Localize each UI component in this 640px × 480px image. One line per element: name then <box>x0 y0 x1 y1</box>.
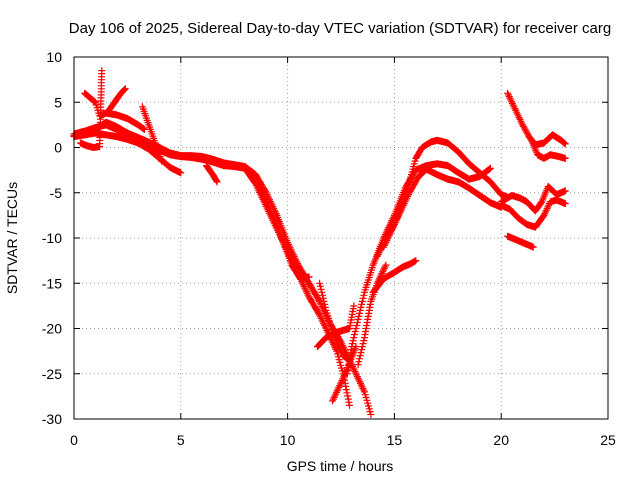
y-tick-label: -15 <box>42 275 62 291</box>
data-series <box>202 162 221 186</box>
data-series <box>380 165 505 251</box>
x-tick-label: 5 <box>177 432 185 448</box>
plus-markers <box>497 182 569 215</box>
data-series <box>497 196 569 231</box>
data-points <box>70 67 569 418</box>
plus-markers <box>104 85 129 115</box>
x-tick-label: 15 <box>387 432 403 448</box>
data-series <box>504 232 537 251</box>
x-axis-label: GPS time / hours <box>287 458 394 474</box>
y-tick-label: 5 <box>54 94 62 110</box>
data-series <box>329 343 360 405</box>
y-tick-label: -30 <box>42 411 62 427</box>
y-tick-label: -10 <box>42 230 62 246</box>
x-tick-label: 10 <box>280 432 296 448</box>
plus-markers <box>497 196 569 231</box>
y-axis-label: SDTVAR / TECUs <box>4 182 20 294</box>
plus-markers <box>138 103 166 165</box>
plus-markers <box>527 135 569 162</box>
data-series <box>70 121 353 409</box>
y-tick-label: 0 <box>54 140 62 156</box>
chart-title: Day 106 of 2025, Sidereal Day-to-day VTE… <box>69 20 611 37</box>
data-series <box>138 103 166 165</box>
plus-markers <box>70 121 353 409</box>
y-tick-label: -5 <box>50 185 63 201</box>
data-series <box>497 182 569 215</box>
plus-markers <box>369 257 420 296</box>
x-tick-label: 20 <box>493 432 509 448</box>
plus-markers <box>254 180 313 283</box>
plus-markers <box>202 162 221 186</box>
plus-markers <box>314 302 358 351</box>
x-tick-label: 0 <box>70 432 78 448</box>
data-series <box>504 89 569 149</box>
y-tick-label: -20 <box>42 321 62 337</box>
plus-markers <box>76 67 106 151</box>
plus-markers <box>504 89 569 149</box>
x-tick-label: 25 <box>600 432 616 448</box>
data-series <box>254 180 313 283</box>
data-series <box>76 67 106 151</box>
plus-markers <box>329 343 360 405</box>
tick-labels: 0 5 10 15 20 25 -30 -25 -20 -15 -10 -5 0 5 10 <box>42 49 616 448</box>
plus-markers <box>380 165 505 251</box>
data-series <box>314 302 358 351</box>
y-tick-label: 10 <box>46 49 62 65</box>
data-series <box>104 85 129 115</box>
data-series <box>369 257 420 296</box>
plus-markers <box>504 232 537 251</box>
y-tick-label: -25 <box>42 366 62 382</box>
data-series <box>527 135 569 162</box>
plot-frame <box>73 56 609 420</box>
